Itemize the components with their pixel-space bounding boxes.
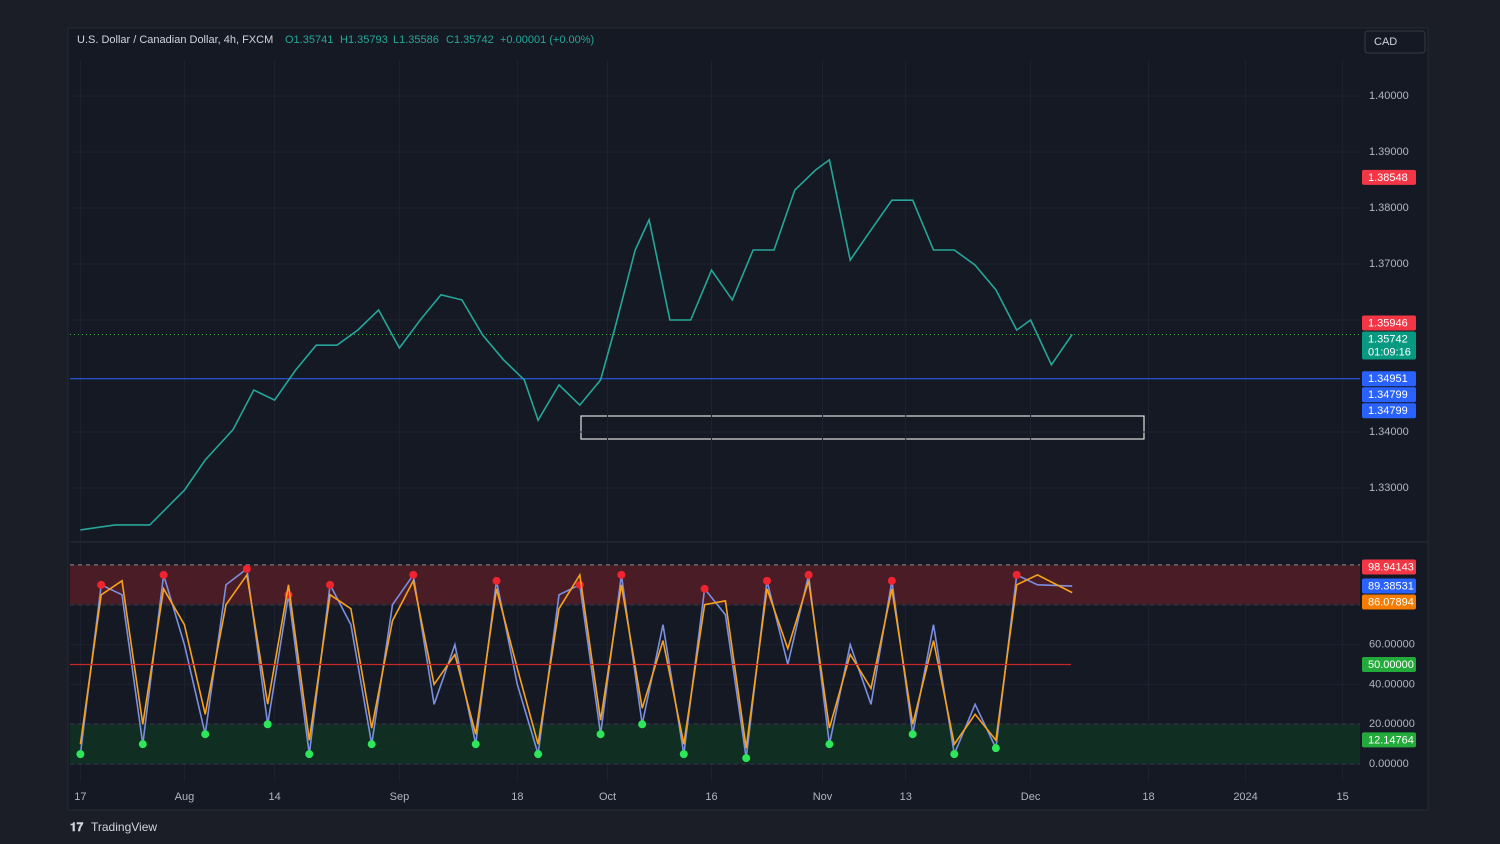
price-label: 98.94143: [1368, 561, 1414, 573]
price-label-box: [1362, 559, 1416, 575]
oversold-dot: [679, 750, 688, 759]
overbought-dot: [492, 576, 501, 585]
oversold-dot: [534, 750, 543, 759]
zone-band: [70, 564, 1360, 605]
y-tick-label: 40.00000: [1369, 678, 1415, 690]
oversold-dot: [991, 744, 1000, 753]
countdown-label: 01:09:16: [1368, 346, 1411, 358]
ohlc-change: +0.00001 (+0.00%): [500, 34, 594, 46]
price-label: 1.34799: [1368, 389, 1408, 401]
price-label-box: [1362, 403, 1416, 419]
y-tick-label: 1.37000: [1369, 258, 1409, 270]
oversold-dot: [138, 740, 147, 749]
overbought-dot: [159, 570, 168, 579]
brand-logo: 𝟏𝟕: [70, 820, 84, 834]
overbought-dot: [617, 570, 626, 579]
price-label-box: [1362, 371, 1416, 387]
price-label: 50.00000: [1368, 659, 1414, 671]
x-tick-label: 17: [74, 791, 86, 803]
ohlc-high: H1.35793: [340, 34, 388, 46]
y-tick-label: 60.00000: [1369, 638, 1415, 650]
price-label: 1.34799: [1368, 405, 1408, 417]
y-tick-label: 1.33000: [1369, 482, 1409, 494]
price-label-box: [1362, 387, 1416, 403]
price-label: 12.14764: [1368, 734, 1414, 746]
oversold-dot: [908, 730, 917, 739]
overbought-dot: [242, 564, 251, 573]
y-tick-label: 1.34000: [1369, 426, 1409, 438]
overbought-dot: [700, 584, 709, 593]
ohlc-close: C1.35742: [446, 34, 494, 46]
oversold-dot: [471, 740, 480, 749]
y-tick-label: 0.00000: [1369, 758, 1409, 770]
x-tick-label: Dec: [1021, 791, 1041, 803]
symbol-title: U.S. Dollar / Canadian Dollar, 4h, FXCM: [77, 34, 273, 46]
x-tick-label: 13: [900, 791, 912, 803]
price-label-box: [1362, 169, 1416, 185]
price-label-box: [1362, 732, 1416, 748]
price-label-box: [1362, 578, 1416, 594]
oversold-dot: [263, 720, 272, 729]
oversold-dot: [825, 740, 834, 749]
price-label: 1.35742: [1368, 333, 1408, 345]
x-tick-label: 2024: [1233, 791, 1257, 803]
x-tick-label: Sep: [390, 791, 410, 803]
overbought-dot: [97, 580, 106, 589]
overbought-dot: [763, 576, 772, 585]
oversold-dot: [596, 730, 605, 739]
x-tick-label: 18: [511, 791, 523, 803]
y-tick-label: 20.00000: [1369, 718, 1415, 730]
overbought-dot: [326, 580, 335, 589]
y-tick-label: 1.38000: [1369, 202, 1409, 214]
price-label-box: [1362, 331, 1416, 360]
overbought-dot: [804, 570, 813, 579]
series-line: [79, 572, 1073, 749]
price-label-box: [1362, 594, 1416, 610]
ohlc-open: O1.35741: [285, 34, 333, 46]
x-tick-label: 16: [705, 791, 717, 803]
price-label-box: [1362, 656, 1416, 672]
price-label: 1.35946: [1368, 317, 1408, 329]
chart-panel: [67, 27, 1429, 811]
price-label: 89.38531: [1368, 580, 1414, 592]
overbought-dot: [575, 580, 584, 589]
oversold-dot: [638, 720, 647, 729]
oversold-dot: [305, 750, 314, 759]
oversold-dot: [76, 750, 85, 759]
price-label-box: [1362, 315, 1416, 331]
x-tick-label: Nov: [813, 791, 833, 803]
x-tick-label: Aug: [175, 791, 195, 803]
oversold-dot: [950, 750, 959, 759]
price-label: 86.07894: [1368, 596, 1414, 608]
oversold-dot: [742, 754, 751, 763]
x-tick-label: Oct: [599, 791, 616, 803]
price-label: 1.38548: [1368, 172, 1408, 184]
oversold-dot: [367, 740, 376, 749]
overbought-dot: [1012, 570, 1021, 579]
brand: TradingView: [91, 820, 157, 834]
ohlc-low: L1.35586: [393, 34, 439, 46]
price-label: 1.34951: [1368, 373, 1408, 385]
zone-band: [70, 724, 1360, 765]
x-tick-label: 15: [1337, 791, 1349, 803]
y-tick-label: 1.40000: [1369, 90, 1409, 102]
y-tick-label: 1.39000: [1369, 146, 1409, 158]
x-tick-label: 14: [268, 791, 280, 803]
x-tick-label: 18: [1142, 791, 1154, 803]
currency-label[interactable]: CAD: [1374, 36, 1397, 48]
oversold-dot: [201, 730, 210, 739]
overbought-dot: [409, 570, 418, 579]
zone-box: [580, 415, 1145, 440]
series-line: [80, 158, 1073, 531]
overbought-dot: [887, 576, 896, 585]
currency-button[interactable]: [1364, 30, 1426, 54]
